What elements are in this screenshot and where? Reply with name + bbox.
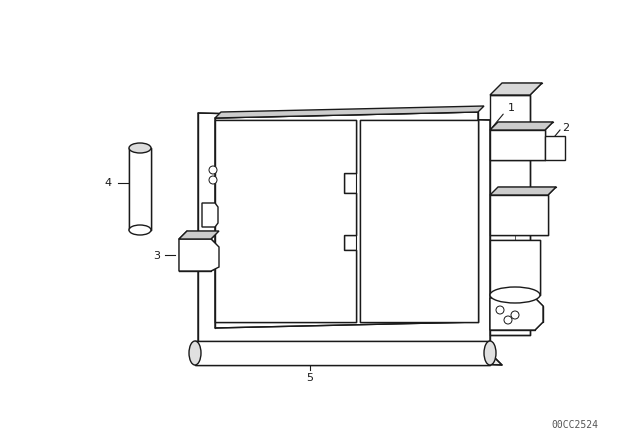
Ellipse shape — [189, 341, 201, 365]
Polygon shape — [490, 130, 545, 160]
Circle shape — [504, 316, 512, 324]
Text: 5: 5 — [307, 373, 314, 383]
Polygon shape — [490, 240, 540, 295]
Polygon shape — [490, 195, 548, 235]
Polygon shape — [545, 136, 565, 160]
Polygon shape — [202, 203, 218, 227]
Polygon shape — [179, 231, 219, 239]
Polygon shape — [198, 113, 490, 353]
Polygon shape — [490, 95, 530, 335]
Text: 4: 4 — [105, 178, 112, 188]
Polygon shape — [490, 122, 553, 130]
Polygon shape — [490, 187, 556, 195]
Polygon shape — [490, 83, 542, 95]
Polygon shape — [215, 112, 478, 328]
Polygon shape — [129, 148, 151, 230]
Ellipse shape — [490, 287, 540, 303]
Ellipse shape — [484, 341, 496, 365]
Polygon shape — [179, 239, 219, 271]
Polygon shape — [215, 120, 356, 322]
Text: 3: 3 — [153, 251, 160, 261]
Circle shape — [496, 306, 504, 314]
Polygon shape — [490, 298, 543, 330]
Text: 2: 2 — [562, 123, 569, 133]
Polygon shape — [195, 341, 490, 365]
Text: 00CC2524: 00CC2524 — [552, 420, 598, 430]
Ellipse shape — [129, 225, 151, 235]
Circle shape — [209, 166, 217, 174]
Polygon shape — [215, 106, 484, 118]
Polygon shape — [198, 343, 502, 365]
Text: 1: 1 — [508, 103, 515, 113]
Polygon shape — [360, 120, 478, 322]
Polygon shape — [198, 343, 235, 356]
Circle shape — [209, 176, 217, 184]
Circle shape — [511, 311, 519, 319]
Ellipse shape — [129, 143, 151, 153]
